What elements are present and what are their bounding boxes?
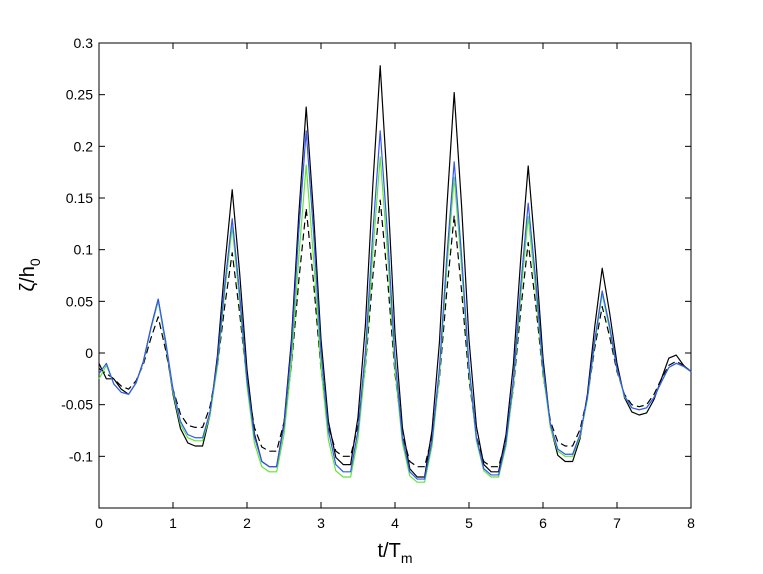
data-line — [98, 130, 692, 480]
x-tick-label: 8 — [687, 515, 695, 531]
x-tick-label: 5 — [465, 515, 473, 531]
y-tick-label: 0.15 — [66, 190, 93, 206]
y-label-main: ζ/h — [17, 266, 39, 292]
x-tick-label: 7 — [613, 515, 621, 531]
y-tick-label: 0.05 — [66, 293, 93, 309]
x-tick-label: 2 — [243, 515, 251, 531]
y-tick-label: 0.1 — [74, 242, 94, 258]
data-line — [98, 156, 692, 483]
y-tick-label: -0.1 — [69, 448, 93, 464]
y-tick-label: 0.3 — [74, 35, 94, 51]
y-tick-label: 0.25 — [66, 87, 93, 103]
x-tick-label: 6 — [539, 515, 547, 531]
x-label-sub: m — [401, 550, 413, 566]
y-tick-label: 0 — [85, 345, 93, 361]
x-tick-label: 1 — [169, 515, 177, 531]
y-tick-label: -0.05 — [61, 397, 93, 413]
data-line — [98, 65, 692, 478]
x-axis-label: t/Tm — [377, 540, 412, 566]
y-label-sub: 0 — [27, 258, 43, 266]
x-label-main: t/T — [377, 540, 400, 562]
x-tick-label: 4 — [391, 515, 399, 531]
y-axis-label: ζ/h0 — [17, 258, 43, 292]
y-tick-label: 0.2 — [74, 138, 94, 154]
x-tick-label: 3 — [317, 515, 325, 531]
x-tick-label: 0 — [95, 515, 103, 531]
